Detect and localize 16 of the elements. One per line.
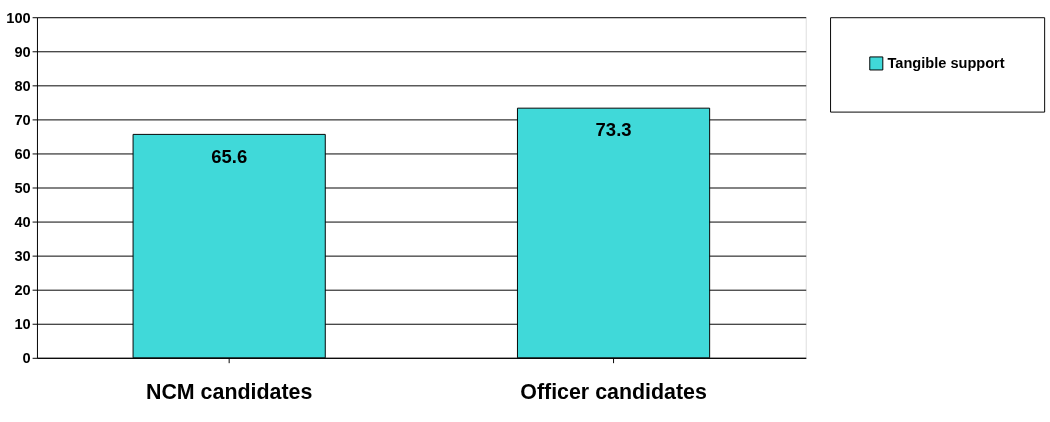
y-tick-label: 80 bbox=[14, 77, 31, 94]
y-tick-label: 10 bbox=[14, 316, 31, 333]
legend-label: Tangible support bbox=[887, 55, 1005, 72]
y-tick-label: 0 bbox=[22, 350, 31, 367]
y-tick-label: 70 bbox=[14, 111, 31, 128]
data-label: 65.6 bbox=[211, 145, 248, 167]
y-tick-label: 20 bbox=[14, 282, 31, 299]
y-tick-label: 90 bbox=[14, 43, 31, 60]
y-tick-label: 100 bbox=[6, 9, 31, 26]
x-tick-label: Officer candidates bbox=[520, 380, 707, 405]
y-tick-label: 50 bbox=[14, 179, 31, 196]
y-tick-label: 30 bbox=[14, 247, 31, 264]
x-tick-label: NCM candidates bbox=[145, 380, 313, 405]
y-tick-label: 40 bbox=[14, 213, 31, 230]
data-label: 73.3 bbox=[595, 119, 632, 141]
y-tick-label: 60 bbox=[14, 145, 31, 162]
